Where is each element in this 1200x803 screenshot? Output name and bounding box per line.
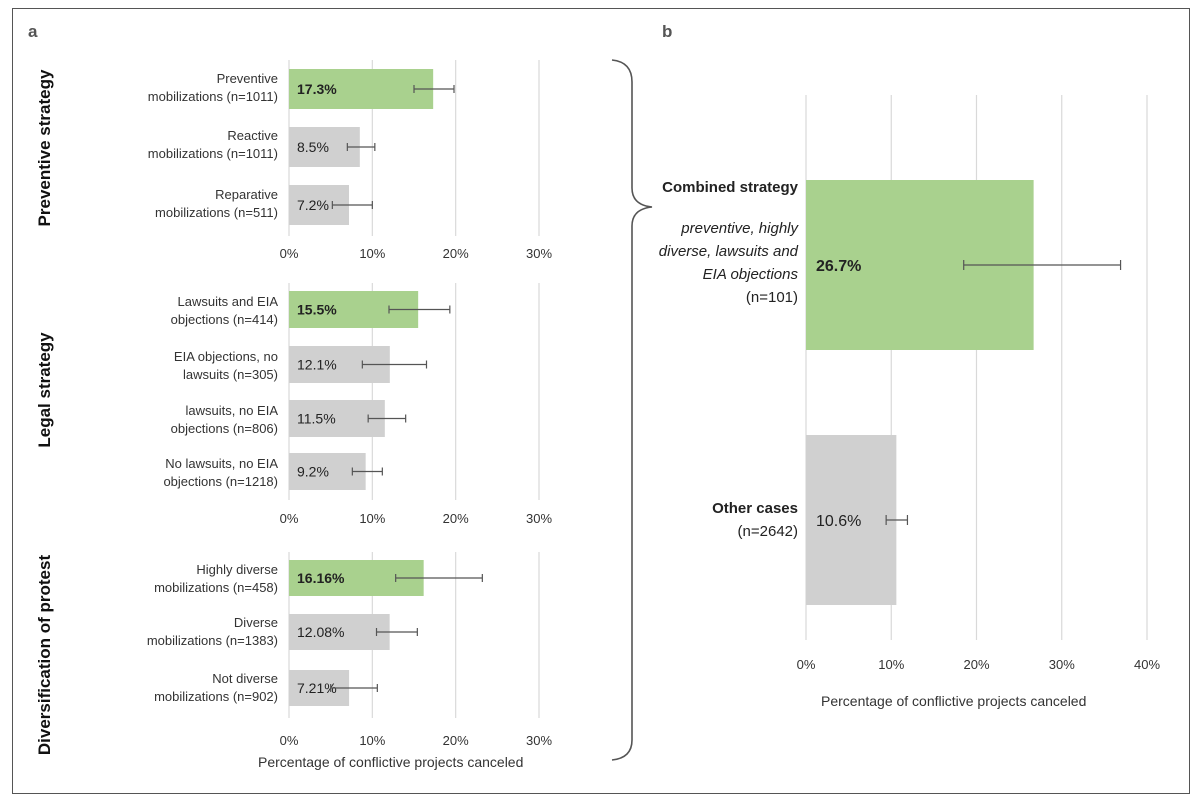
x-tick-label: 30% bbox=[526, 733, 552, 748]
data-label: 17.3% bbox=[297, 81, 337, 97]
category-label: Reparative mobilizations (n=511) bbox=[155, 187, 278, 220]
x-tick-label: 20% bbox=[443, 511, 469, 526]
data-label: 12.08% bbox=[297, 624, 344, 640]
x-tick-label: 20% bbox=[443, 733, 469, 748]
category-label: Reactive mobilizations (n=1011) bbox=[147, 128, 278, 161]
category-label: Not diverse mobilizations (n=902) bbox=[154, 671, 278, 704]
other-cases-title: Other cases bbox=[712, 500, 798, 517]
combined-strategy-title: Combined strategy bbox=[662, 179, 798, 196]
panel-b-letter: b bbox=[662, 22, 673, 41]
data-label: 16.16% bbox=[297, 570, 345, 586]
x-tick-label: 30% bbox=[526, 511, 552, 526]
category-label: EIA objections, no lawsuits (n=305) bbox=[173, 349, 278, 382]
bar bbox=[289, 69, 434, 109]
x-tick-label: 30% bbox=[526, 246, 552, 261]
x-tick-label: 10% bbox=[359, 511, 385, 526]
combined-strategy-detail: preventive, highly diverse, lawsuits and… bbox=[658, 220, 798, 283]
combined-strategy-n: (n=101) bbox=[745, 289, 798, 306]
x-tick-label: 10% bbox=[359, 733, 385, 748]
category-label: lawsuits, no EIA objections (n=806) bbox=[170, 403, 278, 436]
panel-a-letter: a bbox=[28, 22, 38, 41]
data-label: 26.7% bbox=[816, 258, 861, 275]
brace-connector bbox=[611, 59, 653, 761]
data-label: 8.5% bbox=[297, 139, 329, 155]
x-axis-title-b: Percentage of conflictive projects cance… bbox=[821, 693, 1087, 709]
category-label: Highly diverse mobilizations (n=458) bbox=[154, 562, 278, 595]
x-tick-label: 0% bbox=[280, 246, 299, 261]
data-label: 7.21% bbox=[297, 680, 337, 696]
x-tick-label: 40% bbox=[1134, 657, 1160, 672]
x-tick-label: 30% bbox=[1049, 657, 1075, 672]
data-label: 10.6% bbox=[816, 513, 861, 530]
x-tick-label: 10% bbox=[359, 246, 385, 261]
data-label: 12.1% bbox=[297, 357, 337, 373]
other-cases-n: (n=2642) bbox=[737, 523, 798, 540]
category-label: Lawsuits and EIA objections (n=414) bbox=[170, 294, 278, 327]
other-cases-label: Other cases (n=2642) bbox=[638, 497, 798, 543]
bar bbox=[289, 614, 390, 650]
x-tick-label: 0% bbox=[280, 733, 299, 748]
category-label: Diverse mobilizations (n=1383) bbox=[146, 615, 278, 648]
data-label: 15.5% bbox=[297, 302, 337, 318]
data-label: 11.5% bbox=[297, 411, 336, 427]
x-tick-label: 0% bbox=[280, 511, 299, 526]
x-axis-title-a: Percentage of conflictive projects cance… bbox=[258, 754, 524, 770]
data-label: 7.2% bbox=[297, 197, 329, 213]
x-tick-label: 20% bbox=[963, 657, 989, 672]
x-tick-label: 10% bbox=[878, 657, 904, 672]
category-label: Preventive mobilizations (n=1011) bbox=[147, 71, 278, 104]
data-label: 9.2% bbox=[297, 464, 329, 480]
combined-strategy-label: Combined strategy preventive, highly div… bbox=[638, 176, 798, 309]
category-label: No lawsuits, no EIA objections (n=1218) bbox=[163, 456, 278, 489]
x-tick-label: 0% bbox=[797, 657, 816, 672]
x-tick-label: 20% bbox=[443, 246, 469, 261]
bar bbox=[806, 435, 897, 605]
figure-frame bbox=[12, 8, 1190, 794]
